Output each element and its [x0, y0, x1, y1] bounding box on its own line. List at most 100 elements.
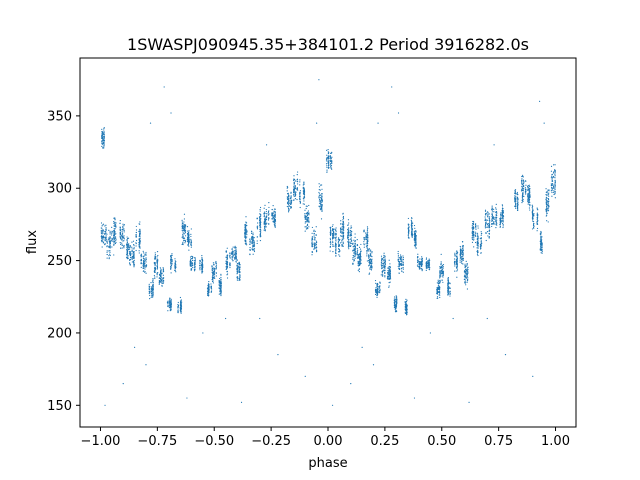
- data-point: [476, 247, 478, 249]
- data-point: [304, 215, 306, 218]
- data-point: [114, 223, 116, 225]
- data-point: [366, 250, 369, 252]
- data-point: [183, 221, 185, 223]
- data-point: [341, 245, 343, 247]
- data-point: [402, 266, 404, 269]
- data-point: [306, 205, 308, 207]
- data-point: [465, 268, 467, 271]
- data-point: [306, 221, 308, 223]
- data-point: [502, 223, 504, 225]
- data-point: [264, 227, 266, 229]
- data-point: [145, 254, 147, 256]
- data-point: [266, 222, 268, 224]
- data-point: [187, 235, 190, 237]
- data-point: [180, 304, 182, 306]
- data-point: [439, 294, 441, 296]
- data-point: [220, 276, 222, 279]
- data-point: [103, 142, 105, 144]
- data-point: [357, 263, 359, 265]
- data-point: [536, 230, 538, 232]
- data-point: [380, 262, 383, 264]
- data-point: [103, 147, 105, 149]
- data-point: [154, 276, 156, 278]
- data-point: [330, 231, 332, 233]
- data-point: [128, 243, 130, 245]
- data-point: [488, 222, 490, 225]
- data-point: [151, 296, 154, 298]
- data-point: [306, 212, 308, 215]
- data-point: [491, 210, 494, 212]
- data-point: [368, 254, 370, 256]
- data-point: [357, 261, 359, 264]
- data-point: [415, 239, 417, 241]
- data-point: [109, 250, 111, 252]
- data-point: [264, 216, 266, 218]
- data-point: [348, 244, 350, 246]
- data-point: [237, 266, 239, 268]
- data-point: [540, 235, 542, 237]
- data-point: [454, 262, 456, 264]
- data-point: [441, 275, 443, 277]
- data-point: [192, 259, 194, 262]
- data-point: [108, 255, 110, 257]
- data-point: [522, 183, 524, 186]
- data-point: [472, 220, 475, 223]
- data-point: [347, 235, 349, 237]
- data-point: [342, 217, 345, 219]
- data-point: [237, 268, 239, 270]
- data-point: [491, 218, 493, 220]
- data-point: [187, 241, 190, 243]
- data-point: [226, 271, 228, 273]
- data-point: [154, 256, 156, 259]
- data-point: [182, 232, 184, 234]
- data-point: [213, 276, 215, 278]
- data-point: [152, 281, 154, 283]
- data-point: [210, 290, 213, 292]
- data-point: [350, 237, 352, 239]
- data-point: [370, 255, 372, 257]
- data-point: [514, 197, 516, 200]
- data-point: [302, 190, 305, 192]
- data-point: [495, 216, 497, 218]
- data-point: [393, 299, 395, 302]
- data-point: [138, 250, 140, 252]
- data-point: [139, 239, 141, 241]
- data-point: [517, 199, 519, 201]
- data-point: [429, 259, 431, 261]
- data-point: [252, 242, 254, 244]
- data-point: [340, 227, 342, 229]
- data-point: [397, 256, 399, 258]
- data-point: [489, 226, 491, 228]
- data-point: [142, 255, 144, 257]
- data-point: [456, 269, 459, 271]
- data-point: [475, 227, 477, 229]
- data-point: [249, 238, 251, 241]
- data-point: [119, 226, 121, 228]
- data-point: [414, 241, 416, 243]
- data-point: [460, 250, 462, 252]
- data-point: [540, 252, 542, 254]
- data-point: [502, 217, 504, 219]
- data-point: [376, 291, 378, 294]
- data-point: [387, 267, 389, 269]
- data-point: [406, 307, 408, 309]
- data-point: [357, 249, 359, 251]
- data-point: [190, 264, 192, 266]
- data-point: [311, 238, 314, 240]
- data-point: [113, 232, 115, 234]
- data-point: [199, 269, 201, 271]
- data-point: [100, 227, 102, 229]
- data-point: [229, 266, 231, 269]
- data-point: [313, 234, 315, 236]
- data-point: [252, 253, 254, 255]
- data-point: [329, 159, 332, 161]
- data-point: [479, 238, 481, 240]
- data-point: [211, 265, 213, 267]
- data-point: [405, 298, 407, 300]
- data-point: [131, 241, 133, 243]
- data-point: [462, 252, 464, 254]
- data-point: [408, 237, 410, 239]
- data-point: [328, 164, 330, 166]
- data-point: [290, 197, 292, 199]
- data-point: [304, 214, 306, 216]
